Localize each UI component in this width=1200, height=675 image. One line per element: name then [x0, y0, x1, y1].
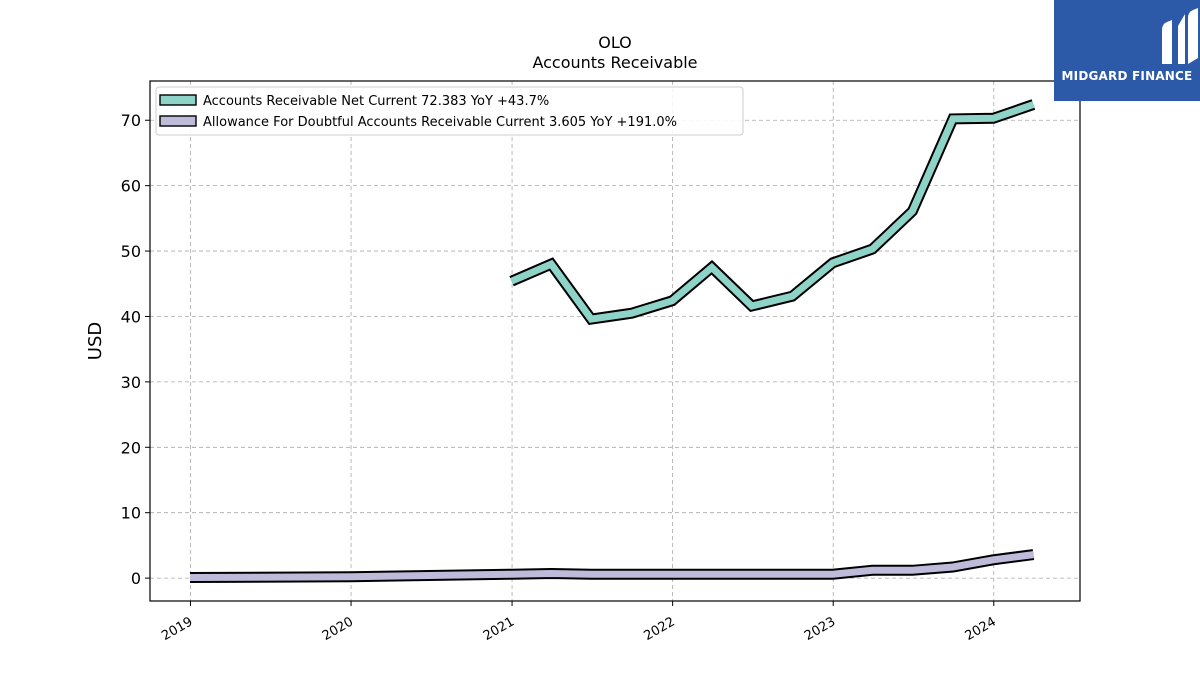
y-tick-label: 60 [121, 177, 141, 196]
logo-text: MIDGARD FINANCE [1061, 69, 1193, 83]
series-layer [189, 99, 1036, 583]
chart-title: OLO [598, 33, 632, 52]
y-tick-label: 30 [121, 373, 141, 392]
y-tick-label: 40 [121, 307, 141, 326]
legend-swatch-allowance [159, 115, 197, 127]
x-axis-ticks: 2019 2020 2021 2022 2023 2024 [159, 601, 999, 644]
series-line-0 [510, 101, 1035, 323]
x-tick-label: 2023 [802, 614, 838, 644]
legend-label-net-current: Accounts Receivable Net Current 72.383 Y… [203, 94, 549, 109]
y-tick-label: 50 [121, 242, 141, 261]
y-tick-label: 70 [121, 111, 141, 130]
y-axis-ticks: 0 10 20 30 40 50 60 70 [121, 111, 150, 588]
x-tick-label: 2022 [641, 614, 677, 644]
y-tick-label: 0 [131, 569, 141, 588]
midgard-logo-icon [1162, 8, 1198, 64]
series-line-1 [189, 551, 1034, 581]
chart-subtitle: Accounts Receivable [532, 53, 697, 72]
series-outline-0 [509, 99, 1036, 326]
x-tick-label: 2020 [320, 614, 356, 644]
y-tick-label: 20 [121, 438, 141, 457]
legend-label-allowance: Allowance For Doubtful Accounts Receivab… [203, 115, 677, 130]
legend-swatch-net-current [159, 94, 197, 106]
legend-box [155, 86, 744, 136]
midgard-finance-logo: MIDGARD FINANCE [1054, 0, 1200, 101]
y-tick-label: 10 [121, 504, 141, 523]
plot-frame [149, 80, 1081, 602]
x-tick-label: 2024 [963, 614, 999, 644]
legend: Accounts Receivable Net Current 72.383 Y… [155, 86, 744, 136]
x-tick-label: 2021 [481, 614, 517, 644]
x-tick-label: 2019 [159, 614, 195, 644]
y-axis-label: USD [85, 322, 106, 360]
